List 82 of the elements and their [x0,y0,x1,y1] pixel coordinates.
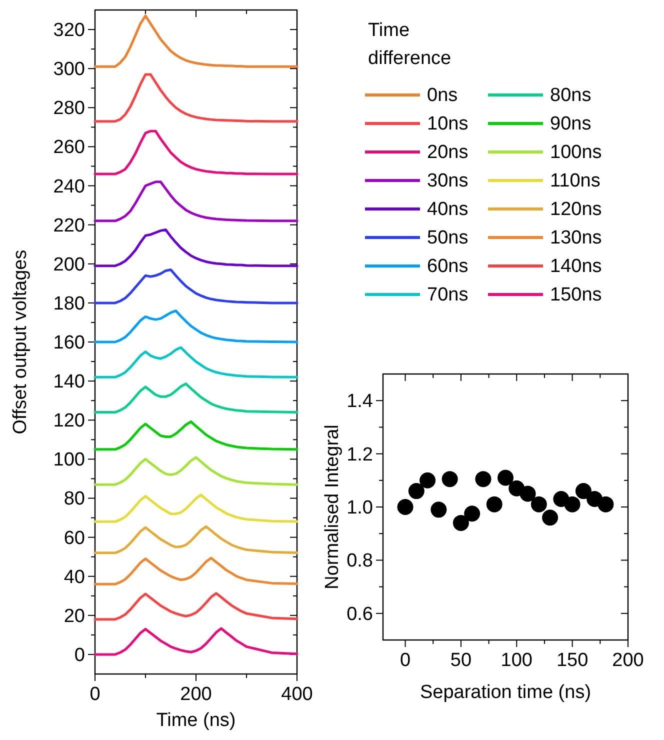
y-tick-label: 60 [64,528,85,549]
legend-label: 110ns [550,170,600,192]
line-series [94,228,298,268]
point [442,471,458,488]
point [408,483,424,500]
line-series [94,627,298,656]
y-tick-label: 260 [53,137,85,158]
legend-label: 10ns [427,114,468,134]
legend-label: 140ns [550,256,602,277]
y-tick-label: 180 [53,293,85,314]
y-tick-label: 80 [64,488,85,510]
y-tick-label: 160 [53,332,85,354]
point [520,486,536,502]
y-tick-label: 0.8 [346,550,373,572]
point [420,472,436,488]
x-tick-label: 150 [556,650,588,671]
point [542,510,558,526]
y-axis-title: Normalised Integral [322,424,343,590]
line-series [94,180,298,222]
point [530,496,547,512]
y-axis-title: Offset output voltages [10,250,31,434]
y-tick-label: 1.2 [346,444,373,466]
legend-label: 90ns [550,114,592,134]
legend-label: 120ns [550,199,602,220]
legend-label: 60ns [427,256,468,277]
y-tick-label: 120 [53,410,85,432]
legend-label: 30ns [427,170,468,192]
line-series [94,494,298,523]
line-series [94,14,298,68]
x-tick-label: 200 [180,684,212,705]
y-tick-label: 140 [53,372,85,393]
point [430,502,447,518]
point [498,470,514,486]
line-series [94,556,298,586]
y-tick-label: 200 [53,254,85,276]
line-series [94,420,298,451]
line-series [94,592,298,621]
point [598,496,614,512]
y-tick-label: 320 [53,20,85,42]
legend-label: 0ns [427,85,458,106]
x-tick-label: 0 [400,650,411,671]
point [397,499,414,515]
x-axis-title: Time (ns) [156,710,236,731]
legend-label: 40ns [427,199,468,220]
point [575,483,592,500]
line-series [94,382,298,414]
y-tick-label: 1.4 [346,391,374,412]
legend-label: 20ns [427,142,468,163]
legend-label: 80ns [550,85,592,106]
legend-title: Time difference [368,20,452,69]
line-series [94,346,298,378]
y-tick-label: 220 [53,215,85,236]
y-tick-label: 20 [64,606,85,627]
y-tick-label: 240 [53,176,85,198]
point [452,514,469,531]
legend-label: 130ns [550,228,602,248]
line-series [94,525,298,554]
x-tick-label: 200 [612,650,644,671]
point [564,496,580,512]
point [486,496,502,512]
legend-label: 100ns [550,142,602,163]
point [475,471,492,488]
y-tick-label: 280 [53,98,85,120]
x-tick-label: 0 [90,684,100,705]
line-series [94,456,298,486]
line-series [94,310,298,344]
legend-label: 150ns [550,284,602,306]
line-series [94,268,298,304]
line-series [94,130,298,176]
y-tick-label: 100 [53,450,85,471]
legend-label: 50ns [427,228,468,248]
x-tick-label: 50 [450,650,472,671]
y-tick-label: 0.6 [346,604,373,625]
x-tick-label: 400 [281,684,313,705]
y-tick-label: 1.0 [346,498,373,518]
point [464,506,480,522]
x-axis-title: Separation time (ns) [420,682,592,703]
legend-label: 70ns [427,284,468,306]
y-tick-label: 40 [64,566,85,588]
x-tick-label: 100 [500,650,532,671]
line-series [94,73,298,123]
y-tick-label: 300 [53,59,85,80]
